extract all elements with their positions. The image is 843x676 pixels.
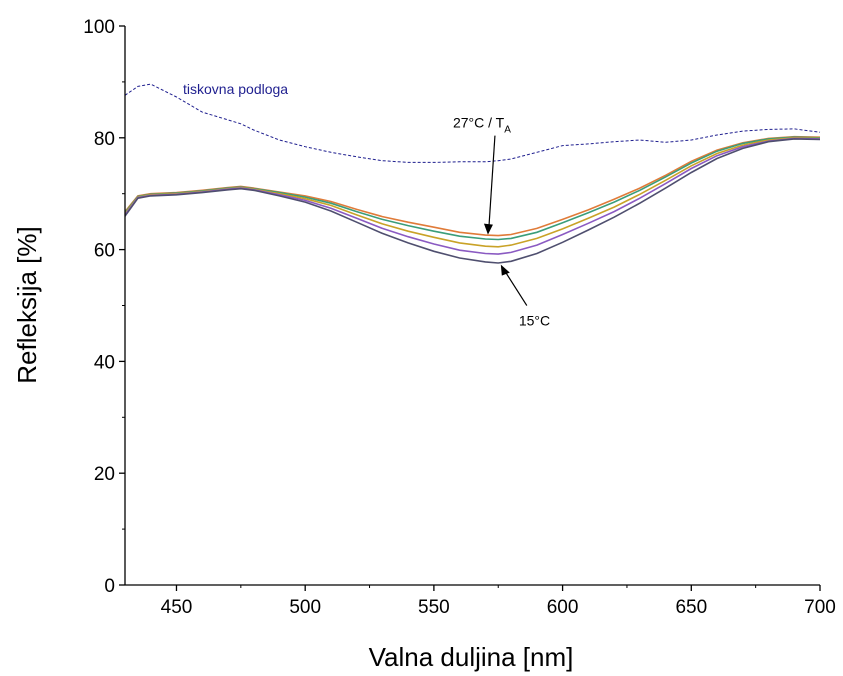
plot-area: 0 20 40 60 80 100 450 500 550 600 650 700 tiskovna … [83, 17, 836, 618]
x-tick-label: 650 [675, 597, 707, 618]
series-label-0: tiskovna podloga [183, 81, 288, 97]
y-tick-label: 100 [83, 17, 115, 38]
y-tick-label: 20 [94, 464, 115, 485]
series-line-3 [124, 136, 821, 248]
axis-layer [124, 26, 820, 586]
tick-layer: 0 20 40 60 80 100 450 500 550 600 650 700 [83, 17, 836, 618]
y-tick-label: 80 [94, 129, 115, 150]
arrowhead-15c [500, 264, 510, 276]
series-line-substrate [124, 83, 821, 163]
annotation-15c: 15°C [519, 313, 550, 329]
annotation-27c: 27°C / TA [453, 115, 511, 136]
y-tick-label: 40 [94, 352, 115, 373]
y-tick-label: 0 [104, 576, 115, 597]
y-axis-title: Refleksija [%] [12, 226, 42, 384]
x-tick-label: 600 [547, 597, 579, 618]
annotation-27c-subscript: A [504, 125, 511, 136]
x-tick-label: 700 [804, 597, 836, 618]
x-tick-label: 450 [161, 597, 193, 618]
x-axis-title: Valna duljina [nm] [369, 642, 574, 672]
series-layer [124, 83, 821, 264]
arrowhead-27c [483, 223, 493, 235]
series-line-5 [124, 138, 821, 264]
y-tick-label: 60 [94, 241, 115, 262]
series-line-4 [124, 137, 821, 255]
annotation-arrow-15c [505, 272, 528, 306]
annotation-layer: tiskovna podloga 27°C / TA 15°C [183, 81, 550, 328]
x-tick-label: 500 [289, 597, 321, 618]
annotation-arrow-27c [488, 135, 496, 227]
x-tick-label: 550 [418, 597, 450, 618]
